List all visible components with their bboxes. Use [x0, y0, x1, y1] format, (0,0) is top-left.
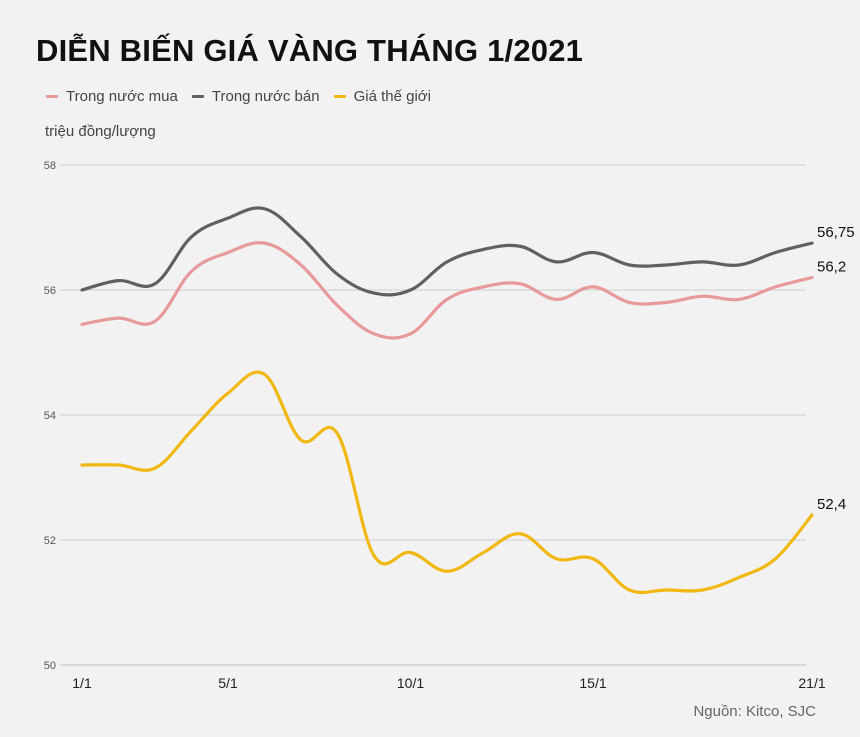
y-tick-label: 54	[44, 410, 56, 422]
legend-swatch-trong-nuoc-ban	[191, 95, 204, 98]
legend-label-trong-nuoc-ban: Trong nước bán	[211, 88, 320, 105]
legend-item-trong-nuoc-mua: Trong nước mua	[46, 88, 178, 105]
x-tick-label: 10/1	[397, 675, 424, 691]
x-tick-label: 15/1	[579, 675, 606, 691]
y-tick-label: 50	[44, 660, 56, 672]
gridlines	[60, 164, 806, 666]
end-value-labels: 56,2 56,75 52,4	[817, 224, 855, 513]
x-tick-label: 1/1	[72, 675, 92, 691]
legend-swatch-gia-the-gioi	[333, 95, 346, 98]
end-value-label-1: 56,75	[817, 224, 855, 241]
end-value-label-0: 56,2	[817, 259, 846, 276]
legend-swatch-trong-nuoc-mua	[46, 95, 58, 98]
x-tick-labels: 1/1 5/1 10/1 15/1 21/1	[72, 675, 826, 691]
series-line-1	[80, 206, 814, 297]
source-note: Nguồn: Kitco, SJC	[693, 703, 816, 720]
end-value-label-2: 52,4	[817, 496, 846, 513]
y-axis-unit-label: triệu đồng/lượng	[45, 123, 156, 140]
y-tick-label: 56	[44, 285, 56, 297]
legend-label-gia-the-gioi: Giá thế giới	[353, 88, 431, 105]
x-tick-label: 5/1	[218, 675, 238, 691]
chart-title: DIỄN BIẾN GIÁ VÀNG THÁNG 1/2021	[36, 33, 584, 68]
x-tick-label: 21/1	[798, 675, 825, 691]
series-lines	[80, 206, 814, 595]
legend-item-gia-the-gioi: Giá thế giới	[333, 88, 431, 105]
series-line-0	[80, 241, 814, 340]
legend-label-trong-nuoc-mua: Trong nước mua	[66, 88, 178, 105]
y-tick-label: 52	[44, 535, 56, 547]
series-line-2	[80, 370, 814, 595]
legend: Trong nước mua Trong nước bán Giá thế gi…	[46, 88, 431, 105]
y-tick-label: 58	[44, 160, 56, 172]
legend-item-trong-nuoc-ban: Trong nước bán	[191, 88, 320, 105]
y-tick-labels: 50 52 54 56 58	[44, 160, 56, 672]
